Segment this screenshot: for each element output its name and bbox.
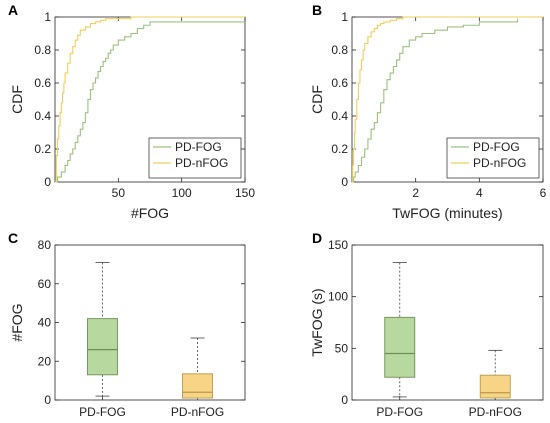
x-tick-label: PD-nFOG	[171, 405, 224, 419]
box-pd-nfog	[479, 349, 511, 401]
cdf-line-pd-nfog	[352, 16, 543, 183]
y-tick-label: 0.2	[331, 142, 348, 156]
y-tick-label: 100	[328, 290, 348, 304]
legend: PD-FOG PD-nFOG	[446, 137, 540, 179]
x-tick-label: PD-FOG	[376, 405, 423, 419]
x-tick-label: 2	[412, 186, 419, 200]
legend-label: PD-FOG	[175, 140, 222, 154]
y-tick-label: 60	[38, 277, 52, 291]
legend-label: PD-nFOG	[175, 156, 228, 170]
box-pd-fog	[384, 262, 416, 398]
x-tick-label: PD-nFOG	[469, 405, 522, 419]
plot-frame	[54, 244, 246, 401]
y-tick-label: 0.8	[34, 43, 51, 57]
chart-panel-d: D 0 50 100 150 TwFOG (s) PD-FOG PD-nFOG	[309, 230, 544, 419]
panel-letter: B	[312, 2, 322, 18]
x-tick-label: 150	[235, 186, 255, 200]
y-tick-label: 0	[44, 393, 51, 407]
panel-letter: D	[312, 230, 322, 246]
panel-letter: A	[8, 2, 18, 18]
iqr-box	[182, 373, 213, 399]
panel-letter: C	[8, 230, 18, 246]
legend-box	[148, 137, 242, 179]
cdf-line-pd-nfog	[55, 16, 245, 183]
y-tick-label: 0	[341, 175, 348, 189]
box-pd-nfog	[182, 337, 213, 401]
cdf-line-pd-fog	[55, 21, 245, 183]
x-tick-label: 4	[476, 186, 483, 200]
y-tick-label: 0.2	[34, 142, 51, 156]
legend-box	[446, 137, 540, 179]
chart-panel-b: B 0 0.2 0.4 0.6 0.8 1 CDF 2 4 6 TwFOG (minutes) PD-F…	[309, 2, 547, 221]
y-tick-label: 1	[341, 10, 348, 24]
x-tick-label: 100	[172, 186, 192, 200]
y-tick-label: 150	[328, 238, 348, 252]
iqr-box	[384, 316, 416, 378]
iqr-box	[479, 374, 511, 399]
y-tick-label: 0.4	[331, 109, 348, 123]
y-tick-label: 1	[44, 10, 51, 24]
chart-panel-a: A 0 0.2 0.4 0.6 0.8 1 CDF 50 100 150 #FOG PD-FOG PD-n…	[8, 2, 255, 221]
y-axis-label: TwFOG (s)	[309, 288, 325, 356]
legend-label: PD-FOG	[473, 140, 520, 154]
y-tick-label: 0.6	[34, 76, 51, 90]
x-tick-label: 6	[540, 186, 547, 200]
y-axis-label: #FOG	[9, 303, 25, 341]
plot-frame	[351, 244, 544, 401]
x-tick-label: 50	[112, 186, 126, 200]
y-axis-label: CDF	[9, 85, 25, 114]
y-tick-label: 0	[341, 393, 348, 407]
y-tick-label: 0.4	[34, 109, 51, 123]
y-tick-label: 50	[335, 341, 349, 355]
y-tick-label: 0.6	[331, 76, 348, 90]
y-tick-label: 0	[44, 175, 51, 189]
legend-label: PD-nFOG	[473, 156, 526, 170]
chart-panel-c: C 0 20 40 60 80 #FOG PD-FOG PD-nFOG	[8, 230, 246, 419]
y-tick-label: 20	[38, 354, 52, 368]
box-pd-fog	[87, 261, 118, 397]
y-axis-label: CDF	[309, 85, 325, 114]
x-axis-label: TwFOG (minutes)	[392, 205, 502, 221]
iqr-box	[87, 318, 118, 376]
y-tick-label: 40	[38, 316, 52, 330]
legend: PD-FOG PD-nFOG	[148, 137, 242, 179]
y-tick-label: 0.8	[331, 43, 348, 57]
x-tick-label: PD-FOG	[79, 405, 126, 419]
cdf-line-pd-fog	[352, 18, 519, 183]
y-tick-label: 80	[38, 238, 52, 252]
x-axis-label: #FOG	[131, 205, 169, 221]
